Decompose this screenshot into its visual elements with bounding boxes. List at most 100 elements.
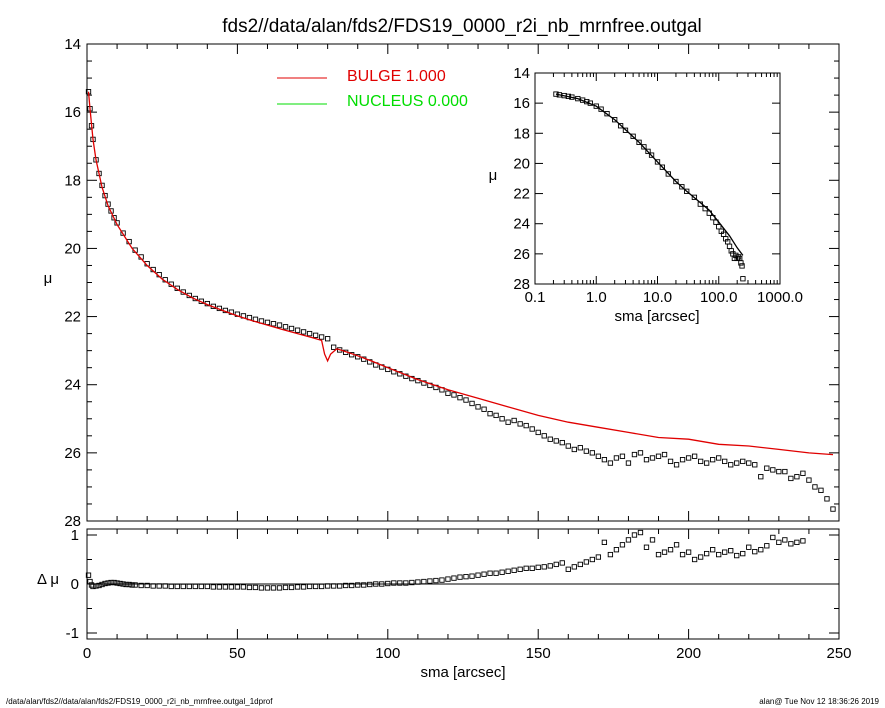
residual-point [306, 583, 313, 590]
data-point [529, 426, 535, 432]
inset-point [645, 148, 651, 155]
residual-point [391, 580, 397, 586]
residual-point [87, 578, 93, 585]
main-y-tick-label: 20 [64, 240, 81, 257]
data-point [673, 462, 680, 468]
data-point [703, 460, 710, 466]
data-point [565, 443, 571, 449]
data-point [589, 450, 595, 456]
inset-point [617, 123, 624, 129]
data-point [661, 451, 668, 458]
chart-title: fds2//data/alan/fds2/FDS19_0000_r2i_nb_m… [222, 16, 702, 37]
inset-model-line [555, 93, 744, 256]
inset-point [636, 139, 642, 145]
inset-y-tick-label: 28 [513, 276, 530, 293]
residual-point [619, 542, 626, 548]
residual-point [559, 560, 565, 566]
x-tick-label: 0 [83, 645, 91, 662]
residual-point [553, 561, 559, 568]
data-point [481, 406, 487, 412]
residual-point [331, 583, 337, 589]
residual-point [355, 582, 361, 588]
residual-point [210, 584, 216, 590]
residual-point [337, 583, 343, 589]
residual-point [722, 549, 728, 555]
x-tick-label: 50 [229, 645, 246, 662]
residual-point [258, 585, 265, 591]
data-point [324, 336, 331, 342]
data-point [601, 457, 608, 463]
residual-point [601, 539, 608, 546]
inset-point [622, 127, 629, 133]
data-point [463, 397, 469, 403]
residual-point [409, 579, 415, 586]
main-y-tick-label: 22 [64, 309, 81, 326]
main-y-tick-label: 26 [64, 445, 81, 462]
residual-point [493, 570, 499, 576]
data-point [619, 453, 626, 459]
residual-point [421, 578, 427, 585]
data-point [794, 474, 800, 480]
residual-point [246, 584, 253, 591]
residual-point [481, 571, 487, 577]
residual-point [800, 538, 806, 544]
inset-point [648, 152, 655, 158]
residual-point [637, 529, 644, 536]
data-point [691, 453, 698, 459]
residual-point [373, 581, 379, 587]
residual-point [108, 579, 114, 586]
data-point [294, 327, 301, 333]
data-point [445, 390, 451, 396]
residual-point [120, 581, 126, 587]
data-point [643, 457, 650, 463]
data-point [264, 319, 271, 326]
inset-point [739, 263, 745, 269]
inset-x-tick-label: 1.0 [586, 289, 607, 306]
residual-point [385, 580, 391, 587]
data-point [318, 334, 325, 340]
inset-x-axis: 0.1 1.0 10.0 100.0 1000.0 [525, 73, 803, 306]
residual-point [379, 581, 385, 587]
inset-point [740, 276, 746, 282]
data-point [649, 455, 656, 461]
data-point [547, 436, 553, 442]
inset-x-tick-label: 100.0 [700, 289, 738, 306]
data-point [487, 411, 493, 417]
data-point [499, 416, 505, 422]
residual-point [734, 552, 740, 559]
residual-point [123, 581, 129, 588]
data-point [716, 455, 722, 461]
residual-point [282, 584, 289, 591]
residual-point [499, 569, 505, 575]
residual-point [691, 556, 698, 563]
data-point [282, 324, 289, 330]
data-point [577, 445, 583, 451]
residual-point [782, 537, 788, 543]
data-point [300, 329, 307, 335]
residual-point [595, 554, 602, 560]
residual-series-group [85, 529, 806, 591]
x-tick-label: 250 [826, 645, 851, 662]
residual-point [547, 563, 553, 569]
inset-x-tick-label: 10.0 [643, 289, 672, 306]
data-point [770, 467, 776, 473]
data-point [818, 487, 824, 493]
data-point [312, 332, 319, 338]
data-point [740, 458, 746, 465]
residual-point [631, 532, 638, 538]
inset-point [691, 194, 698, 200]
residual-point [264, 585, 271, 591]
inset-point [654, 159, 661, 165]
residual-point [583, 559, 589, 565]
data-point [306, 330, 313, 337]
inset-point [641, 144, 647, 150]
residual-point [752, 549, 758, 555]
residual-point [716, 551, 722, 558]
data-point [571, 446, 577, 453]
residual-point [607, 551, 614, 558]
main-series-group [85, 89, 836, 512]
data-point [270, 321, 277, 327]
inset-point [684, 188, 690, 194]
data-point [830, 506, 836, 512]
residual-point [132, 582, 138, 588]
